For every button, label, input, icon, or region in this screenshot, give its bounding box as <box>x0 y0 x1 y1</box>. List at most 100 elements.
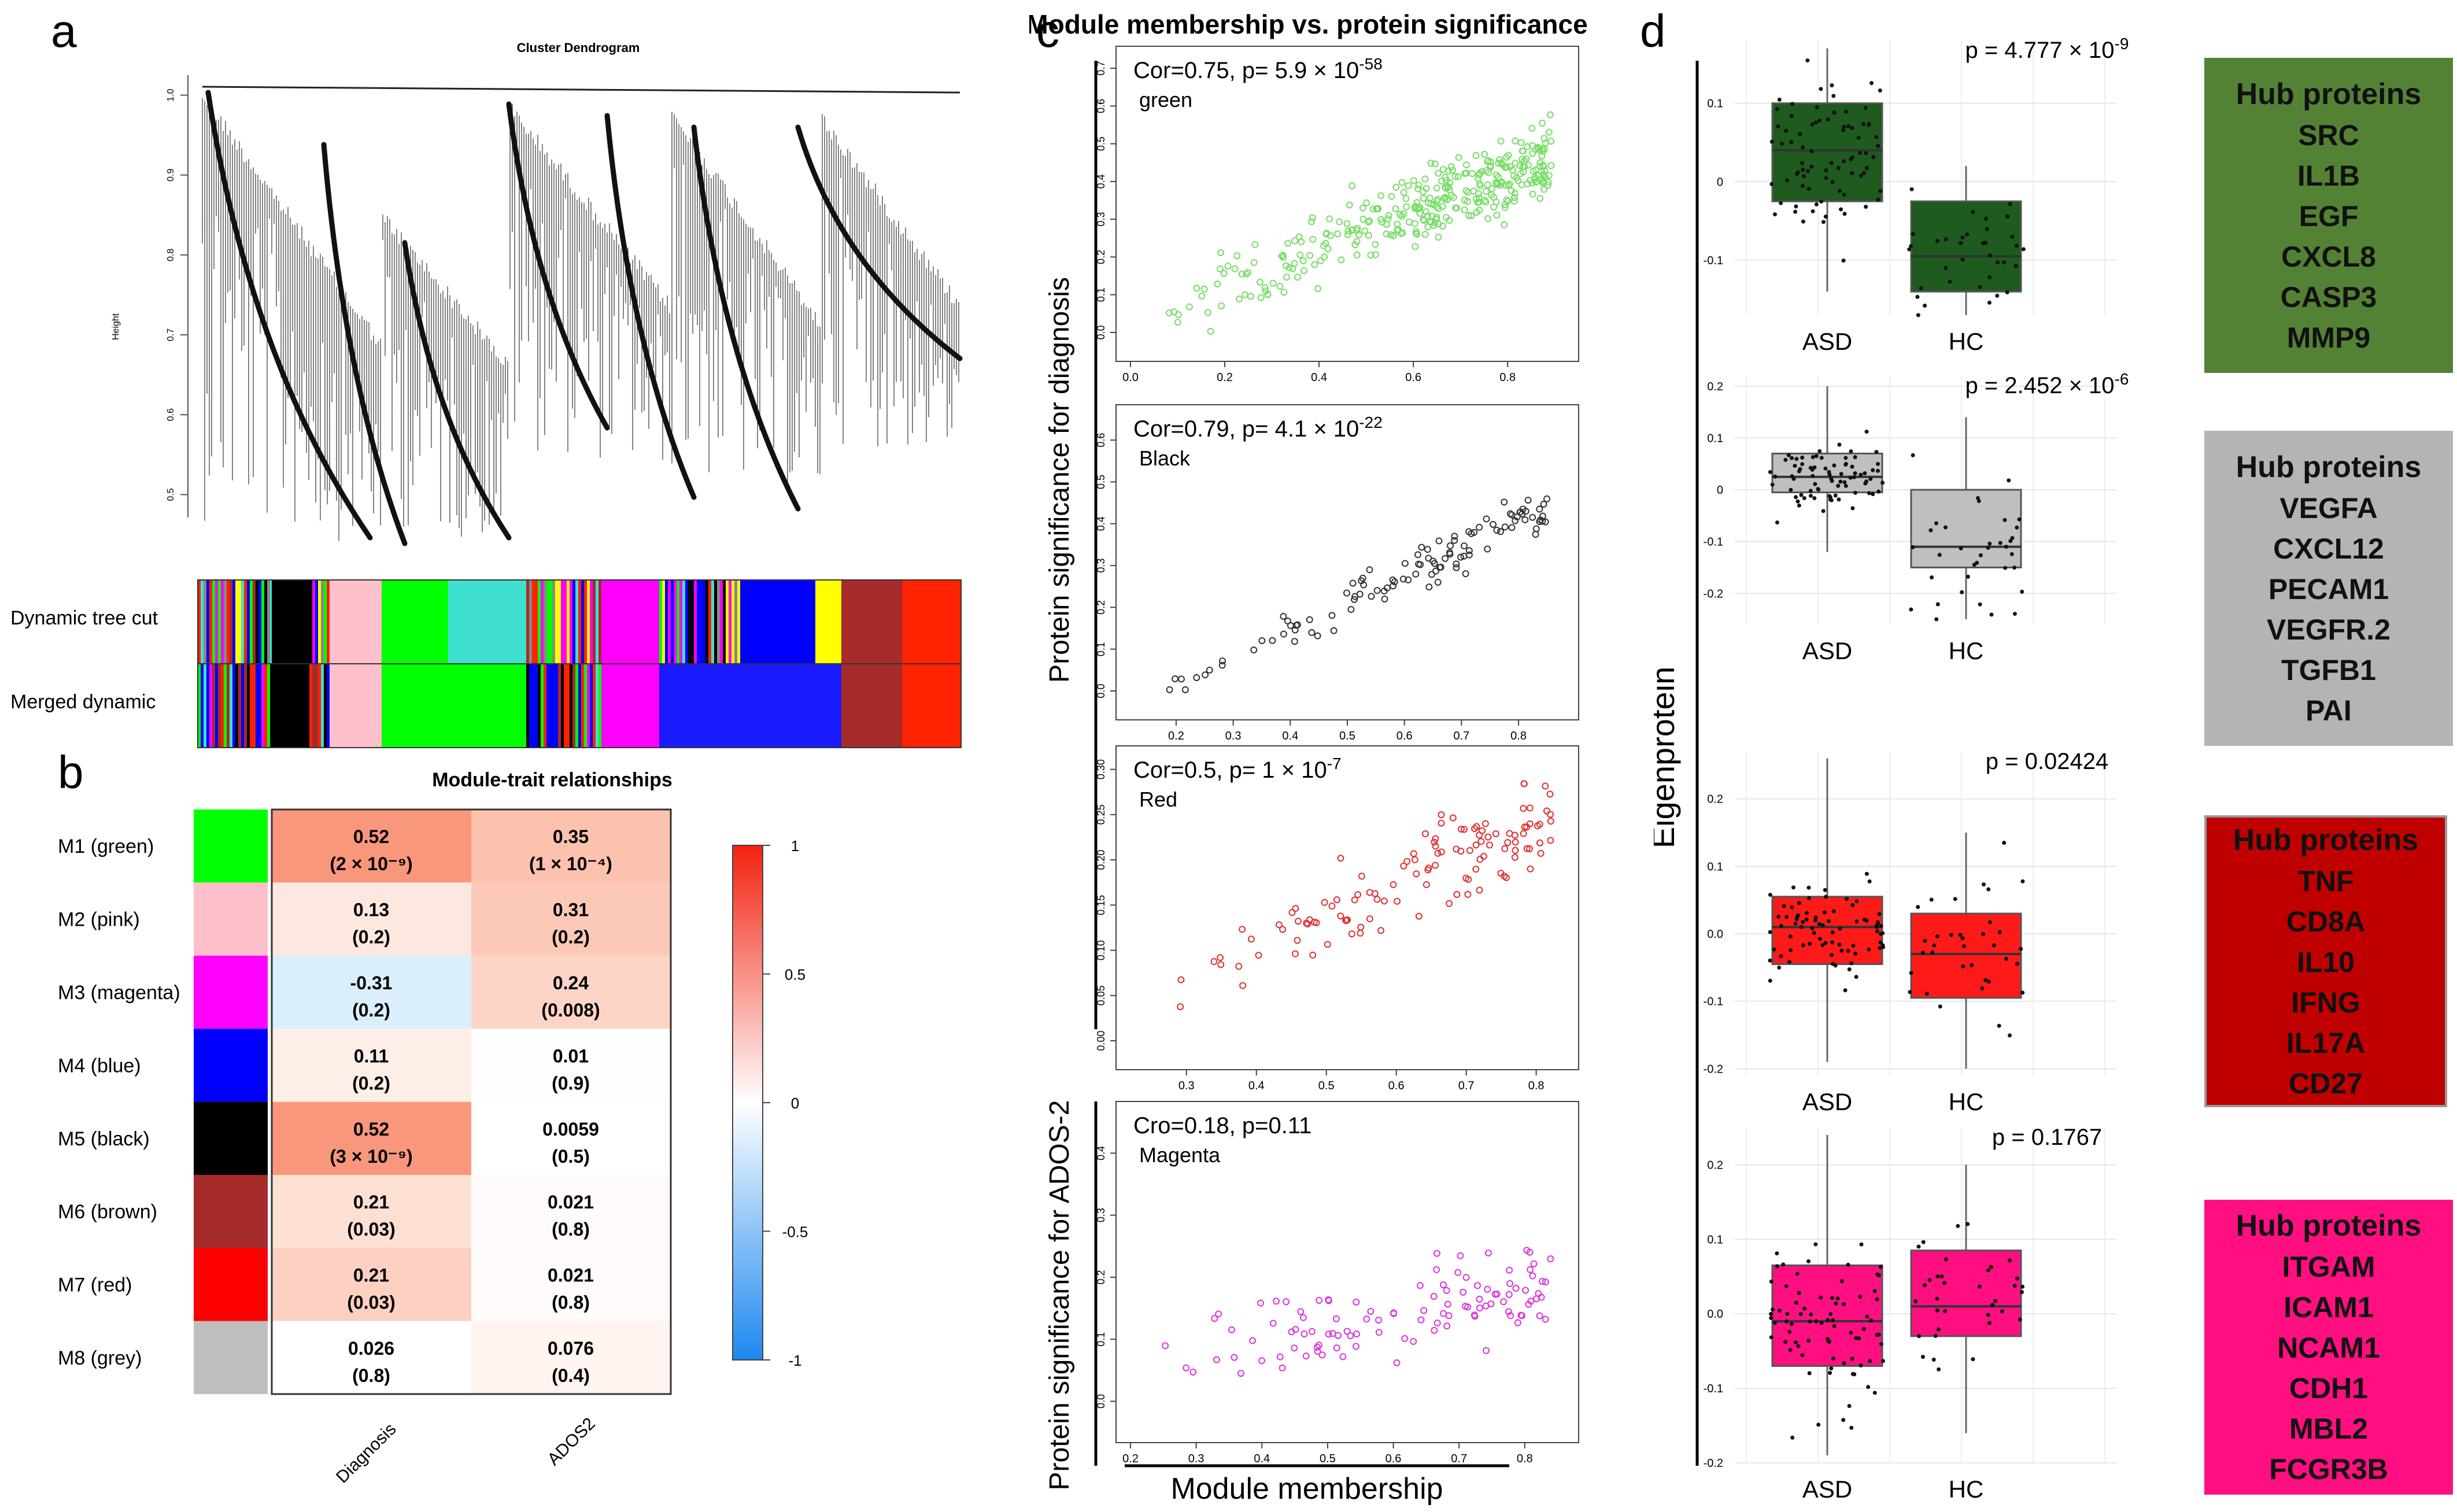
boxplot-point <box>1850 171 1854 176</box>
boxplot-point <box>1983 978 1988 982</box>
scatter-point <box>1371 890 1379 897</box>
boxplot-point <box>1927 1278 1932 1282</box>
hub-protein: IL10 <box>2296 945 2355 978</box>
boxplot-point <box>1856 135 1861 140</box>
boxplot-point <box>1801 145 1805 150</box>
boxplot-point <box>1784 1319 1789 1324</box>
boxplot-point <box>1817 119 1821 123</box>
heatmap-legend-ticks: 1 0.5 0 -0.5 -1 <box>763 837 808 1369</box>
heatmap-cell <box>272 882 471 956</box>
scatter-point <box>1423 184 1430 192</box>
boxplot-point <box>1935 1308 1939 1313</box>
boxplot-point <box>1834 1301 1838 1306</box>
boxplot-point <box>1931 1358 1936 1362</box>
boxplot-point <box>1824 176 1828 180</box>
boxplot-point <box>1794 1300 1798 1305</box>
boxplot-ytick: 0.2 <box>1707 1159 1723 1171</box>
heatmap-cell-value: 0.0059 <box>542 1119 599 1140</box>
boxplot-point <box>1878 188 1883 193</box>
legend-tick-label: -0.5 <box>782 1223 808 1241</box>
boxplot-point <box>2020 879 2025 883</box>
scatter-point <box>1542 139 1549 147</box>
boxplot-ytick: 0 <box>1717 176 1723 188</box>
heatmap-cell-value: 0.021 <box>548 1192 594 1212</box>
boxplot-point <box>1793 1340 1798 1345</box>
scatter-point <box>1461 197 1468 204</box>
boxplot-point <box>1781 1262 1786 1267</box>
boxplot-point <box>1814 1319 1819 1324</box>
scatter-point <box>1405 576 1412 583</box>
scatter-point <box>1507 1312 1514 1319</box>
boxplot-ytick: 0 <box>1717 484 1723 497</box>
scatter-point <box>1508 524 1516 531</box>
scatter-point <box>1532 166 1540 173</box>
scatter-point <box>1380 897 1388 905</box>
scatter-xtick: 0.5 <box>1339 730 1355 742</box>
scatter-point <box>1545 182 1552 189</box>
boxplot-point <box>1965 1222 1970 1226</box>
boxplot-point <box>1807 1371 1812 1376</box>
boxplot-point <box>1859 1363 1863 1368</box>
scatter-point <box>1443 1322 1451 1330</box>
boxplot-point <box>1805 58 1810 63</box>
boxplot-point <box>1775 520 1779 525</box>
scatter-point <box>1308 629 1316 637</box>
scatter-xtick: 0.6 <box>1388 1080 1405 1092</box>
scatter-point <box>1484 833 1492 841</box>
boxplot-point <box>1839 1279 1844 1284</box>
scatter-point <box>1291 237 1299 245</box>
boxplot-point <box>1793 921 1798 926</box>
scatter-point <box>1501 204 1509 211</box>
scatter-point <box>1321 253 1328 261</box>
boxplot-point <box>1978 553 1983 557</box>
scatter-point <box>1243 270 1250 278</box>
box-hc: HC <box>1910 1165 2025 1503</box>
boxplot-point <box>1785 1311 1790 1316</box>
panel-label-c: c <box>1036 5 1059 57</box>
boxplot-point <box>1960 936 1965 941</box>
scatter-point <box>1335 1332 1342 1339</box>
boxplot-point <box>1800 462 1805 467</box>
scatter-point <box>1529 1272 1536 1280</box>
heatmap-cell-value: 0.31 <box>553 900 589 920</box>
boxplot-point <box>1789 487 1793 492</box>
hub-protein: IFNG <box>2291 986 2360 1019</box>
boxplot-subplot: 0.2 0.1 0.0 -0.1 -0.2 ASD HC p = 0.02424 <box>1704 749 2116 1115</box>
scatter-point <box>1352 1343 1359 1350</box>
scatter-point <box>1321 899 1328 906</box>
dendrogram-title: Cluster Dendrogram <box>517 40 640 55</box>
boxplot-point <box>1859 1242 1864 1247</box>
boxplot-point <box>1832 1324 1837 1328</box>
boxplot-point <box>1788 934 1793 939</box>
scatter-point <box>1198 293 1206 300</box>
boxplot-point <box>1864 430 1869 434</box>
heatmap-row: M1 (green) 0.52 (2 × 10⁻⁹) 0.35 (1 × 10⁻⁴) <box>58 809 671 883</box>
scatter-point <box>1297 1308 1305 1315</box>
boxplot-point <box>1801 920 1805 925</box>
scatter-ytick: 0.3 <box>1095 559 1107 573</box>
boxplot-point <box>1847 967 1852 972</box>
scatter-point <box>1373 896 1381 903</box>
scatter-point <box>1454 1269 1462 1276</box>
scatter-point <box>1165 309 1173 317</box>
scatter-ytick: 0.2 <box>1095 600 1107 615</box>
scatter-xtick: 0.8 <box>1510 730 1527 742</box>
scatter-xtick: 0.7 <box>1458 1080 1475 1092</box>
scatter-point <box>1517 170 1524 178</box>
boxplot-point <box>1794 204 1798 209</box>
scatter-point <box>1214 280 1221 288</box>
scatter-point <box>1465 212 1473 219</box>
heatmap-cell <box>471 809 671 883</box>
boxplot-ytick: 0.1 <box>1707 860 1723 873</box>
scatter-point <box>1547 837 1554 844</box>
heatmap-cell-value: 0.35 <box>553 826 589 847</box>
scatter-point <box>1535 1290 1542 1297</box>
scatter-point <box>1487 163 1494 171</box>
scatter-point <box>1177 1003 1184 1011</box>
hub-protein: TNF <box>2297 864 2354 897</box>
scatter-point <box>1474 198 1481 206</box>
boxplot-point <box>2017 517 2022 522</box>
scatter-point <box>1289 265 1296 272</box>
boxplot-point <box>1987 979 1992 984</box>
boxplot-point <box>1826 117 1830 122</box>
